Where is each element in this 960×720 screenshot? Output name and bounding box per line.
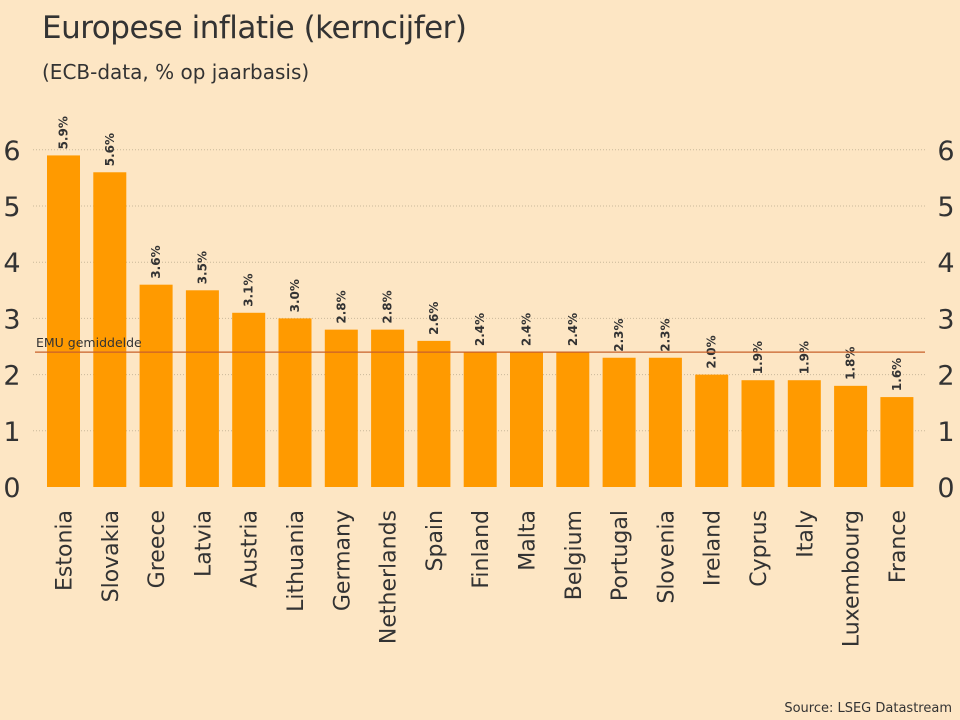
y-tick-left: 1 <box>3 417 20 448</box>
bar-greece <box>139 284 173 487</box>
y-tick-right: 6 <box>937 136 954 167</box>
y-tick-left: 4 <box>3 248 20 279</box>
y-tick-left: 5 <box>3 192 20 223</box>
x-tick-label: France <box>886 510 911 583</box>
bar-finland <box>463 352 497 487</box>
x-tick-label: Italy <box>793 510 818 558</box>
chart-subtitle: (ECB-data, % op jaarbasis) <box>42 60 310 84</box>
y-tick-left: 2 <box>3 361 20 392</box>
data-label: 3.0% <box>288 279 302 312</box>
bar-slovenia <box>648 357 682 487</box>
bar-france <box>880 397 914 487</box>
x-tick-label: Netherlands <box>377 510 402 644</box>
y-tick-left: 0 <box>3 473 20 504</box>
bar-slovakia <box>93 172 127 487</box>
data-label: 3.5% <box>195 251 209 284</box>
data-label: 3.1% <box>242 273 256 306</box>
data-label: 2.3% <box>612 318 626 351</box>
x-tick-label: Lithuania <box>284 510 309 612</box>
data-label: 1.9% <box>797 341 811 374</box>
x-tick-label: Luxembourg <box>840 510 865 647</box>
data-label: 1.6% <box>890 358 904 391</box>
data-label: 2.8% <box>334 290 348 323</box>
data-label: 2.4% <box>566 313 580 346</box>
bar-netherlands <box>371 329 405 487</box>
x-tick-label: Austria <box>238 510 263 588</box>
bar-spain <box>417 340 451 487</box>
bar-malta <box>510 352 543 487</box>
bar-italy <box>787 380 821 487</box>
bar-latvia <box>185 290 219 487</box>
bar-austria <box>232 312 266 487</box>
x-tick-label: Cyprus <box>747 510 772 587</box>
bar-ireland <box>695 374 729 487</box>
y-tick-right: 4 <box>937 248 954 279</box>
x-tick-label: Belgium <box>562 510 587 600</box>
bar-lithuania <box>278 318 312 487</box>
x-tick-label: Slovakia <box>99 510 124 602</box>
x-tick-label: Portugal <box>608 510 633 601</box>
x-tick-label: Estonia <box>53 510 78 591</box>
data-label: 2.8% <box>381 290 395 323</box>
data-label: 2.3% <box>658 318 672 351</box>
y-tick-left: 6 <box>3 136 20 167</box>
data-label: 2.6% <box>427 302 441 335</box>
bar-estonia <box>47 155 80 488</box>
source-note: Source: LSEG Datastream <box>784 701 952 716</box>
y-tick-left: 3 <box>3 304 20 335</box>
y-tick-right: 3 <box>937 304 954 335</box>
data-label: 3.6% <box>149 245 163 278</box>
bar-luxembourg <box>834 385 868 487</box>
x-tick-label: Slovenia <box>654 510 679 604</box>
y-tick-right: 5 <box>937 192 954 223</box>
bar-portugal <box>602 357 636 487</box>
bar-cyprus <box>741 380 775 487</box>
x-tick-label: Germany <box>330 510 355 611</box>
x-tick-label: Latvia <box>191 510 216 577</box>
x-tick-label: Ireland <box>701 510 726 586</box>
bar-belgium <box>556 352 590 487</box>
chart-title: Europese inflatie (kerncijfer) <box>42 10 467 46</box>
data-label: 1.8% <box>844 347 858 380</box>
reference-line-label: EMU gemiddelde <box>36 335 142 350</box>
data-label: 2.4% <box>473 313 487 346</box>
data-label: 5.9% <box>57 116 71 149</box>
y-tick-right: 0 <box>937 473 954 504</box>
data-label: 5.6% <box>103 133 117 166</box>
y-tick-right: 2 <box>937 361 954 392</box>
data-label: 1.9% <box>751 341 765 374</box>
x-tick-label: Finland <box>469 510 494 589</box>
data-label: 2.4% <box>520 313 534 346</box>
x-tick-label: Greece <box>145 510 170 588</box>
x-tick-label: Malta <box>516 510 541 571</box>
bar-germany <box>324 329 358 487</box>
y-tick-right: 1 <box>937 417 954 448</box>
x-tick-label: Spain <box>423 510 448 571</box>
